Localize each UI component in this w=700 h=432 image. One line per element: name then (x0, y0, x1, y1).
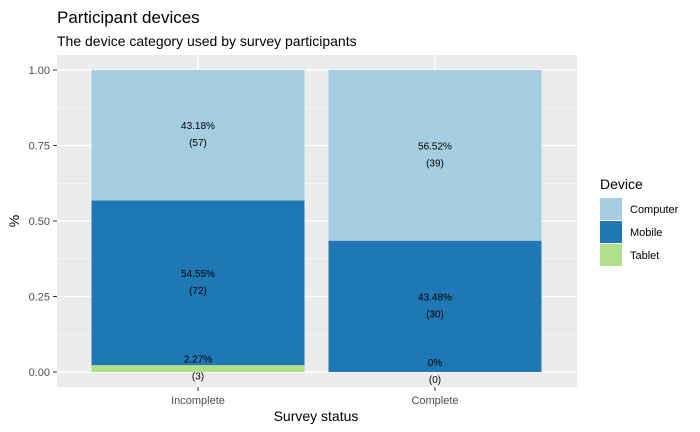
count-label: (39) (426, 158, 444, 169)
percent-label: 43.18% (181, 121, 215, 132)
count-label: (30) (426, 309, 444, 320)
percent-label: 2.27% (184, 355, 212, 366)
x-tick-label: Incomplete (171, 395, 225, 407)
y-tick-label: 0.75 (29, 141, 50, 153)
bar-segment-computer (91, 70, 305, 201)
percent-label: 56.52% (418, 141, 452, 152)
percent-label: 0% (428, 358, 443, 369)
legend: Device Computer Mobile Tablet (600, 176, 679, 266)
percent-label: 54.55% (181, 269, 215, 280)
count-label: (72) (189, 286, 207, 297)
bar-segment-mobile (91, 200, 305, 366)
legend-key-computer (600, 198, 622, 220)
legend-title: Device (600, 176, 643, 192)
legend-key-mobile (600, 221, 622, 243)
y-axis-title: % (6, 215, 22, 227)
count-label: (0) (429, 375, 441, 386)
bars (91, 70, 542, 372)
bar-segment-mobile (328, 240, 542, 372)
bar-segment-computer (328, 70, 542, 241)
bar-labels: 2.27% (3) 54.55% (72) 43.18% (57) 0% (0) 43.48% (… (181, 121, 452, 386)
y-axis: 0.00 0.25 0.50 0.75 1.00 (29, 65, 57, 379)
y-tick-label: 0.00 (29, 367, 50, 379)
legend-label-computer: Computer (630, 204, 679, 216)
y-tick-label: 0.50 (29, 216, 50, 228)
y-tick-label: 1.00 (29, 65, 50, 77)
count-label: (57) (189, 138, 207, 149)
x-tick-label: Complete (411, 395, 458, 407)
percent-label: 43.48% (418, 292, 452, 303)
y-tick-label: 0.25 (29, 292, 50, 304)
count-label: (3) (192, 372, 204, 383)
x-axis-title: Survey status (274, 408, 359, 424)
chart-subtitle: The device category used by survey parti… (57, 33, 357, 49)
x-axis: Incomplete Complete (171, 387, 459, 407)
chart-title: Participant devices (57, 8, 200, 27)
legend-key-tablet (600, 244, 622, 266)
legend-label-tablet: Tablet (630, 250, 659, 262)
bar-segment-tablet (91, 365, 305, 372)
legend-label-mobile: Mobile (630, 227, 662, 239)
